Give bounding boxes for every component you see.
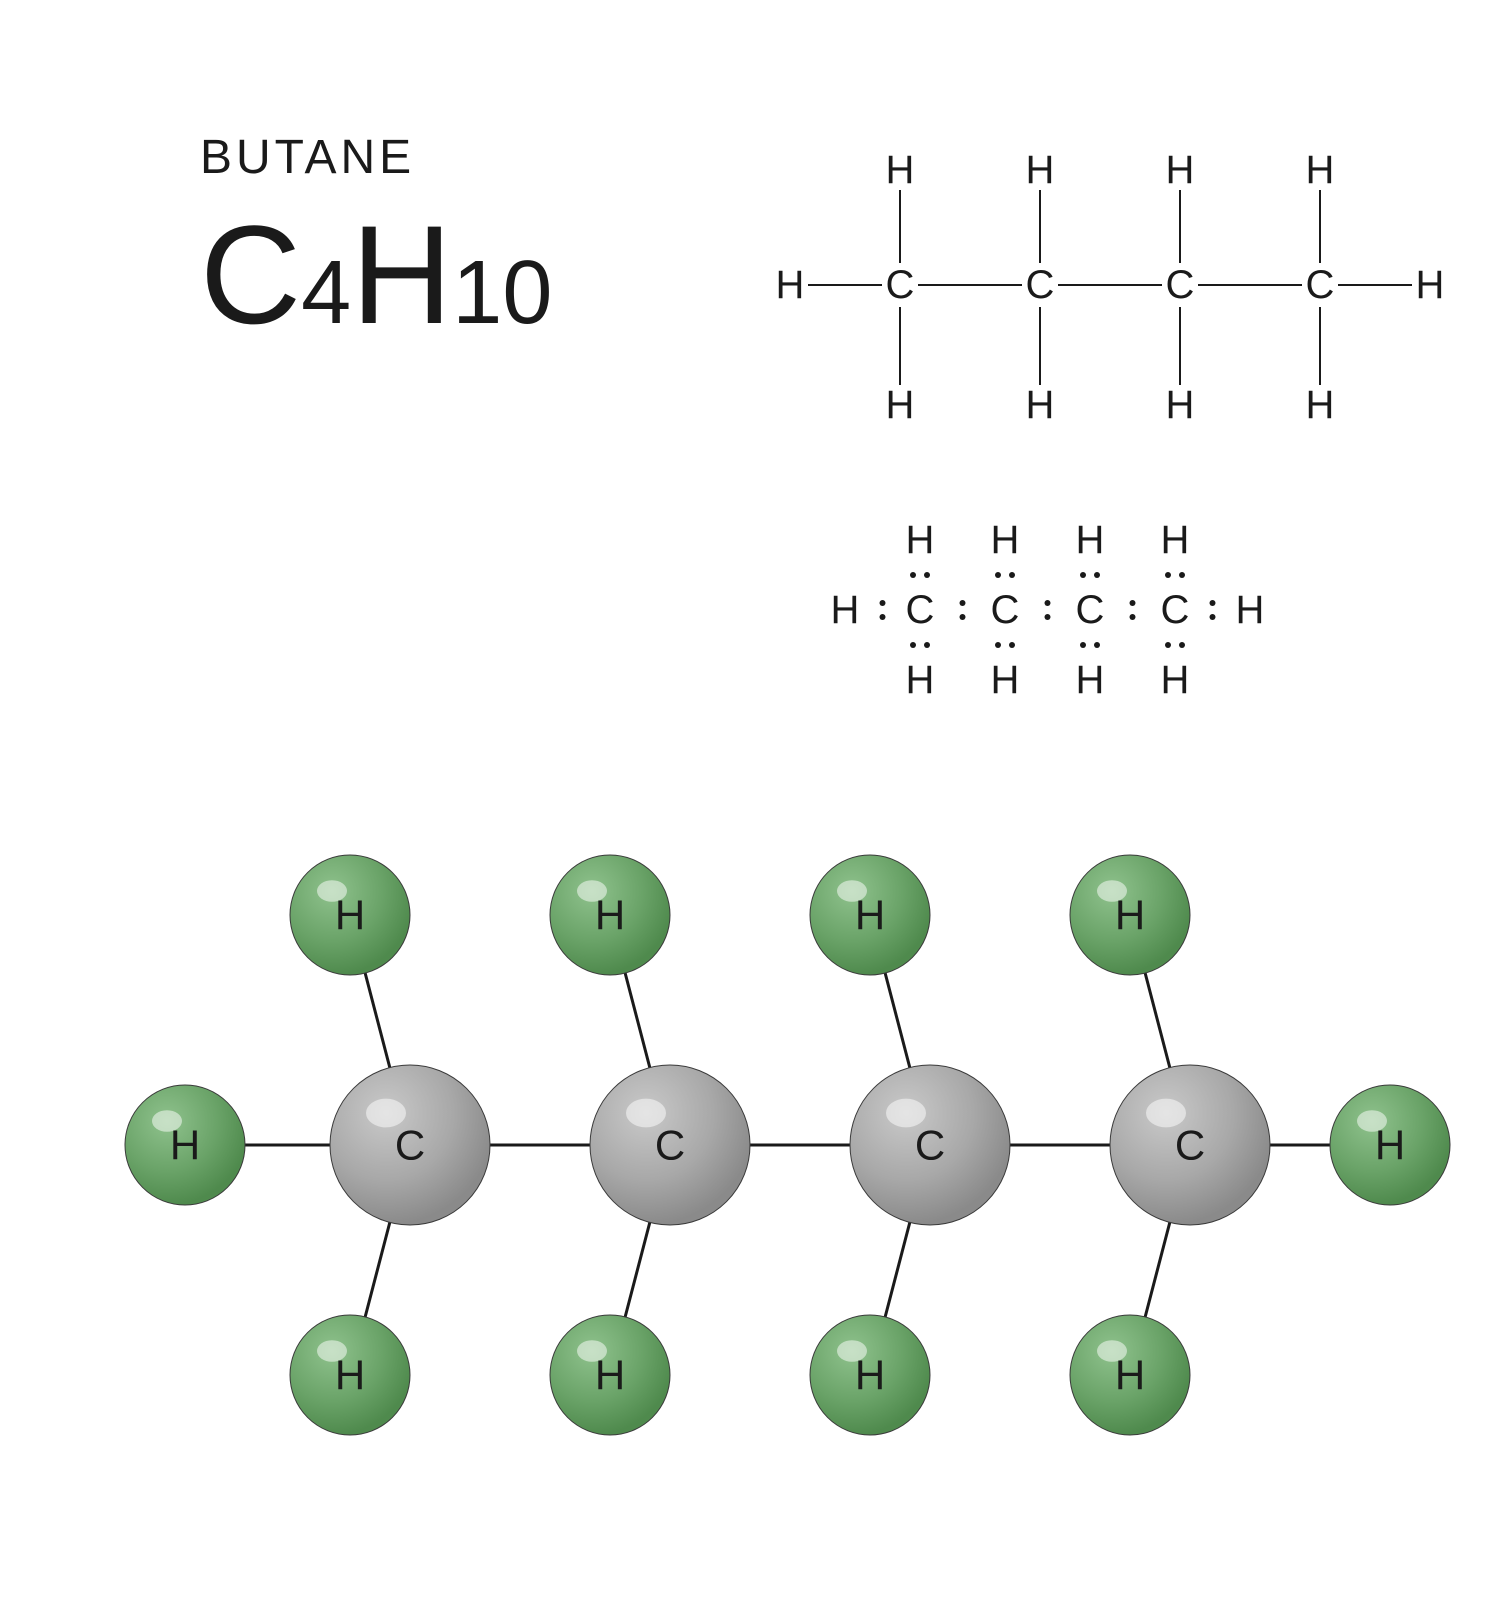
structural-svg: C C C C H H H H H H H H H H (760, 130, 1470, 450)
svg-text:H: H (1375, 1122, 1405, 1169)
svg-text:C: C (395, 1122, 425, 1169)
svg-text:C: C (1166, 263, 1195, 307)
svg-text:H: H (906, 518, 935, 562)
structural-formula: C C C C H H H H H H H H H H (760, 130, 1470, 450)
svg-text:H: H (991, 658, 1020, 702)
svg-text:C: C (655, 1122, 685, 1169)
svg-text:H: H (335, 1352, 365, 1399)
svg-text:H: H (1161, 658, 1190, 702)
svg-text:H: H (1161, 518, 1190, 562)
svg-text:H: H (595, 1352, 625, 1399)
formula-c-count: 4 (301, 243, 351, 343)
ball-stick-model: C C C C H H H H H H H H H H (80, 800, 1420, 1450)
svg-text:H: H (886, 148, 915, 192)
molecular-formula: C4H10 (200, 205, 552, 345)
svg-text:H: H (1416, 263, 1445, 307)
svg-text:H: H (1306, 383, 1335, 427)
svg-text:H: H (1236, 588, 1265, 632)
svg-text:H: H (1026, 383, 1055, 427)
formula-h: H (351, 196, 452, 353)
svg-text:H: H (1166, 148, 1195, 192)
svg-text:H: H (1115, 1352, 1145, 1399)
svg-text:C: C (915, 1122, 945, 1169)
lewis-svg: CCCCHHHHHHHHHH (820, 500, 1290, 720)
svg-text:H: H (1306, 148, 1335, 192)
svg-text:H: H (1076, 658, 1105, 702)
svg-text:H: H (855, 1352, 885, 1399)
compound-name: BUTANE (200, 130, 552, 185)
svg-text:C: C (1306, 263, 1335, 307)
svg-text:C: C (1161, 588, 1190, 632)
svg-text:C: C (1026, 263, 1055, 307)
svg-text:H: H (906, 658, 935, 702)
title-section: BUTANE C4H10 (200, 130, 552, 345)
svg-text:H: H (886, 383, 915, 427)
svg-text:H: H (170, 1122, 200, 1169)
svg-text:H: H (776, 263, 805, 307)
formula-c: C (200, 196, 301, 353)
formula-h-count: 10 (452, 243, 552, 343)
svg-text:H: H (335, 892, 365, 939)
svg-text:H: H (1115, 892, 1145, 939)
lewis-formula: CCCCHHHHHHHHHH (820, 500, 1290, 720)
svg-text:H: H (831, 588, 860, 632)
svg-text:C: C (886, 263, 915, 307)
model-svg: C C C C H H H H H H H H H H (80, 800, 1480, 1480)
svg-text:H: H (991, 518, 1020, 562)
diagram-container: BUTANE C4H10 CCCCHHHHHHHHHH CCCCHHHHHHHH… (0, 0, 1500, 1600)
svg-text:C: C (1076, 588, 1105, 632)
svg-text:H: H (1076, 518, 1105, 562)
svg-text:H: H (855, 892, 885, 939)
svg-text:C: C (906, 588, 935, 632)
svg-text:H: H (595, 892, 625, 939)
svg-text:C: C (991, 588, 1020, 632)
svg-text:H: H (1166, 383, 1195, 427)
svg-text:C: C (1175, 1122, 1205, 1169)
svg-text:H: H (1026, 148, 1055, 192)
